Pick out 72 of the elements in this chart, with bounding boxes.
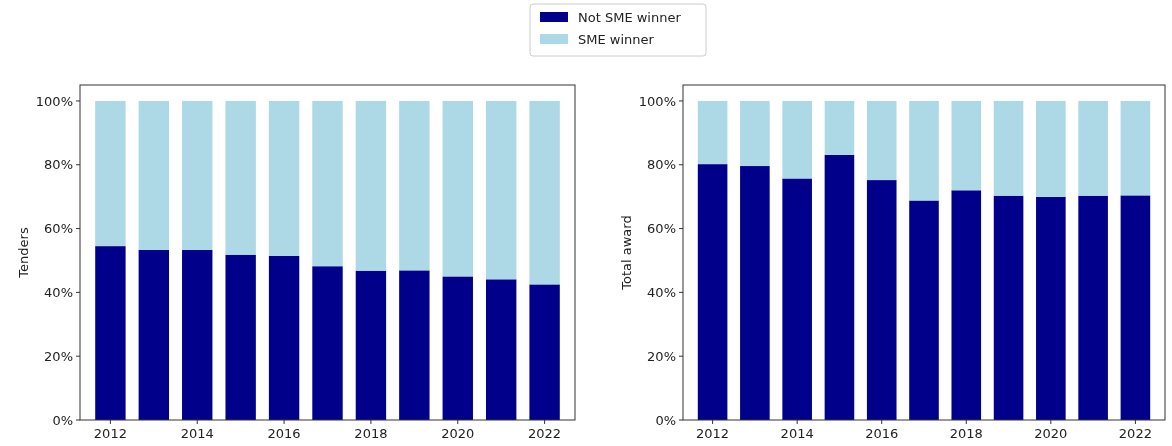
y-tick-label: 100% (35, 93, 73, 109)
bar (182, 249, 213, 420)
bar (909, 100, 939, 201)
bar (399, 100, 430, 271)
bar (993, 100, 1024, 196)
bar (1036, 100, 1066, 197)
x-tick-label: 2016 (865, 426, 899, 441)
legend-label: Not SME winner (578, 9, 682, 25)
y-tick-label: 40% (44, 284, 73, 300)
bar (1078, 195, 1108, 420)
x-tick-label: 2022 (1118, 426, 1152, 441)
y-tick-label: 0% (655, 412, 676, 428)
y-tick-label: 20% (44, 348, 73, 364)
bar (268, 100, 300, 257)
bar (95, 100, 126, 247)
bar (782, 178, 812, 420)
y-tick-label: 0% (52, 412, 73, 428)
bar (951, 190, 982, 420)
x-tick-label: 2012 (696, 426, 730, 441)
bar (138, 249, 170, 420)
bar (399, 270, 430, 420)
y-tick-label: 60% (647, 221, 676, 237)
y-tick-label: 60% (44, 221, 73, 237)
y-tick-label: 80% (44, 157, 73, 173)
bar (355, 100, 387, 271)
bar (442, 276, 473, 420)
y-axis-title: Total award (619, 215, 634, 291)
bar (268, 256, 300, 420)
bar (993, 195, 1024, 420)
bar (312, 100, 343, 267)
bar (824, 100, 855, 155)
bar (1078, 100, 1108, 196)
bar (138, 100, 170, 250)
bar (824, 154, 855, 420)
bar (312, 266, 343, 420)
x-tick-label: 2018 (354, 426, 388, 441)
x-tick-label: 2020 (1034, 426, 1068, 441)
bar (485, 100, 517, 280)
bar (485, 279, 517, 420)
bar (697, 164, 728, 420)
legend-label: SME winner (578, 31, 655, 47)
y-tick-label: 80% (647, 157, 676, 173)
bar (909, 200, 939, 420)
y-tick-label: 20% (647, 348, 676, 364)
bar (442, 100, 473, 277)
bar (782, 100, 812, 179)
x-tick-label: 2022 (528, 426, 562, 441)
x-tick-label: 2014 (180, 426, 214, 441)
bar (529, 100, 560, 285)
bar (951, 100, 982, 191)
bar (1036, 196, 1066, 420)
bar (225, 100, 256, 255)
bar (95, 246, 126, 420)
bar (182, 100, 213, 250)
x-tick-label: 2018 (949, 426, 983, 441)
bar (866, 180, 897, 420)
y-axis-title: Tenders (16, 227, 31, 279)
y-tick-label: 40% (647, 284, 676, 300)
y-tick-label: 100% (638, 93, 676, 109)
x-tick-label: 2014 (780, 426, 814, 441)
bar (866, 100, 897, 181)
bar (225, 254, 256, 420)
bar (529, 284, 560, 420)
bar (740, 100, 770, 167)
x-tick-label: 2020 (441, 426, 475, 441)
bar (1120, 100, 1151, 196)
bar (1120, 195, 1151, 420)
x-tick-label: 2016 (267, 426, 301, 441)
bar (355, 270, 387, 420)
bar (740, 166, 770, 420)
x-tick-label: 2012 (93, 426, 127, 441)
bar (697, 100, 728, 165)
